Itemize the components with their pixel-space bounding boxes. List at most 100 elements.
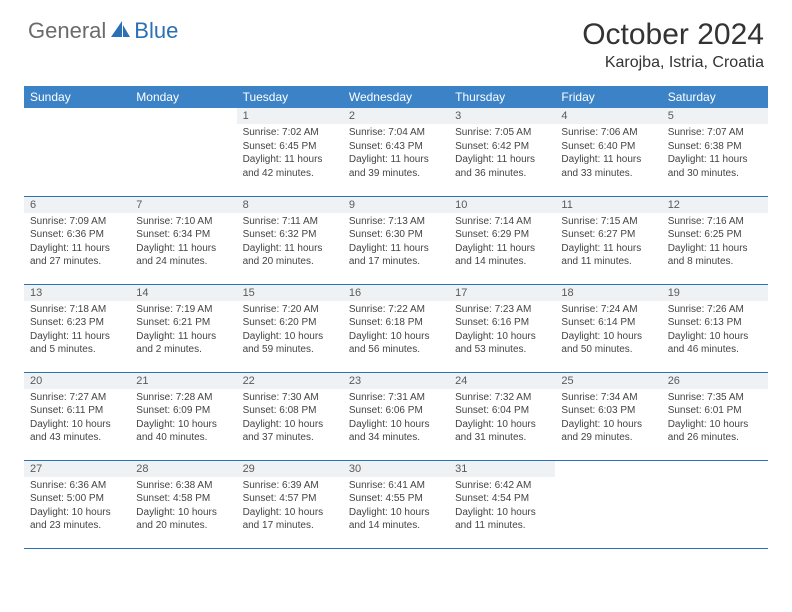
sunset-text: Sunset: 4:55 PM [349,492,443,506]
sunset-text: Sunset: 6:38 PM [668,140,762,154]
day-number: 5 [662,108,768,124]
day-number: 10 [449,197,555,213]
daylight-text: Daylight: 10 hours and 14 minutes. [349,506,443,533]
sunrise-text: Sunrise: 7:35 AM [668,391,762,405]
sunrise-text: Sunrise: 7:18 AM [30,303,124,317]
calendar-day-cell: 7Sunrise: 7:10 AMSunset: 6:34 PMDaylight… [130,196,236,284]
daylight-text: Daylight: 10 hours and 31 minutes. [455,418,549,445]
sunset-text: Sunset: 6:11 PM [30,404,124,418]
daylight-text: Daylight: 11 hours and 24 minutes. [136,242,230,269]
daylight-text: Daylight: 10 hours and 23 minutes. [30,506,124,533]
calendar-day-cell: 28Sunrise: 6:38 AMSunset: 4:58 PMDayligh… [130,460,236,548]
calendar-day-cell: 26Sunrise: 7:35 AMSunset: 6:01 PMDayligh… [662,372,768,460]
sunrise-text: Sunrise: 7:26 AM [668,303,762,317]
day-number: 30 [343,461,449,477]
sunrise-text: Sunrise: 7:11 AM [243,215,337,229]
sunset-text: Sunset: 6:29 PM [455,228,549,242]
calendar-week-row: 20Sunrise: 7:27 AMSunset: 6:11 PMDayligh… [24,372,768,460]
daylight-text: Daylight: 10 hours and 29 minutes. [561,418,655,445]
daylight-text: Daylight: 10 hours and 59 minutes. [243,330,337,357]
sunrise-text: Sunrise: 7:04 AM [349,126,443,140]
day-details: Sunrise: 7:11 AMSunset: 6:32 PMDaylight:… [237,213,343,273]
sunrise-text: Sunrise: 6:42 AM [455,479,549,493]
sunset-text: Sunset: 5:00 PM [30,492,124,506]
daylight-text: Daylight: 11 hours and 2 minutes. [136,330,230,357]
day-number: 11 [555,197,661,213]
day-details: Sunrise: 7:06 AMSunset: 6:40 PMDaylight:… [555,124,661,184]
calendar-day-cell: 4Sunrise: 7:06 AMSunset: 6:40 PMDaylight… [555,108,661,196]
daylight-text: Daylight: 10 hours and 53 minutes. [455,330,549,357]
day-number: 21 [130,373,236,389]
day-details: Sunrise: 7:31 AMSunset: 6:06 PMDaylight:… [343,389,449,449]
calendar-week-row: 6Sunrise: 7:09 AMSunset: 6:36 PMDaylight… [24,196,768,284]
calendar-week-row: 27Sunrise: 6:36 AMSunset: 5:00 PMDayligh… [24,460,768,548]
calendar-day-cell: 8Sunrise: 7:11 AMSunset: 6:32 PMDaylight… [237,196,343,284]
logo-text-left: General [28,18,106,44]
daylight-text: Daylight: 11 hours and 30 minutes. [668,153,762,180]
day-details: Sunrise: 7:23 AMSunset: 6:16 PMDaylight:… [449,301,555,361]
day-details: Sunrise: 7:22 AMSunset: 6:18 PMDaylight:… [343,301,449,361]
daylight-text: Daylight: 10 hours and 26 minutes. [668,418,762,445]
sunset-text: Sunset: 6:18 PM [349,316,443,330]
day-details: Sunrise: 7:24 AMSunset: 6:14 PMDaylight:… [555,301,661,361]
sunrise-text: Sunrise: 7:31 AM [349,391,443,405]
logo-text-right: Blue [134,18,178,44]
daylight-text: Daylight: 10 hours and 11 minutes. [455,506,549,533]
calendar-day-cell: 12Sunrise: 7:16 AMSunset: 6:25 PMDayligh… [662,196,768,284]
calendar-week-row: 1Sunrise: 7:02 AMSunset: 6:45 PMDaylight… [24,108,768,196]
sunrise-text: Sunrise: 7:20 AM [243,303,337,317]
calendar-day-cell: 10Sunrise: 7:14 AMSunset: 6:29 PMDayligh… [449,196,555,284]
daylight-text: Daylight: 10 hours and 40 minutes. [136,418,230,445]
day-number: 22 [237,373,343,389]
calendar-day-cell: 17Sunrise: 7:23 AMSunset: 6:16 PMDayligh… [449,284,555,372]
calendar-day-cell: 2Sunrise: 7:04 AMSunset: 6:43 PMDaylight… [343,108,449,196]
calendar-day-cell: 16Sunrise: 7:22 AMSunset: 6:18 PMDayligh… [343,284,449,372]
day-details: Sunrise: 6:42 AMSunset: 4:54 PMDaylight:… [449,477,555,537]
day-header: Saturday [662,86,768,108]
sunrise-text: Sunrise: 7:14 AM [455,215,549,229]
day-details: Sunrise: 7:27 AMSunset: 6:11 PMDaylight:… [24,389,130,449]
sunrise-text: Sunrise: 6:36 AM [30,479,124,493]
day-details: Sunrise: 7:15 AMSunset: 6:27 PMDaylight:… [555,213,661,273]
calendar-day-cell: 23Sunrise: 7:31 AMSunset: 6:06 PMDayligh… [343,372,449,460]
day-number: 6 [24,197,130,213]
sunrise-text: Sunrise: 7:19 AM [136,303,230,317]
daylight-text: Daylight: 10 hours and 20 minutes. [136,506,230,533]
calendar-day-cell: 29Sunrise: 6:39 AMSunset: 4:57 PMDayligh… [237,460,343,548]
day-header: Thursday [449,86,555,108]
day-details: Sunrise: 7:35 AMSunset: 6:01 PMDaylight:… [662,389,768,449]
day-number: 3 [449,108,555,124]
sunrise-text: Sunrise: 7:13 AM [349,215,443,229]
day-header: Sunday [24,86,130,108]
sunrise-text: Sunrise: 7:22 AM [349,303,443,317]
day-details: Sunrise: 7:32 AMSunset: 6:04 PMDaylight:… [449,389,555,449]
calendar-day-cell [662,460,768,548]
sunset-text: Sunset: 6:32 PM [243,228,337,242]
daylight-text: Daylight: 10 hours and 56 minutes. [349,330,443,357]
day-header: Friday [555,86,661,108]
day-details: Sunrise: 7:05 AMSunset: 6:42 PMDaylight:… [449,124,555,184]
day-details: Sunrise: 7:16 AMSunset: 6:25 PMDaylight:… [662,213,768,273]
sunset-text: Sunset: 6:03 PM [561,404,655,418]
daylight-text: Daylight: 11 hours and 33 minutes. [561,153,655,180]
daylight-text: Daylight: 10 hours and 43 minutes. [30,418,124,445]
sunset-text: Sunset: 6:01 PM [668,404,762,418]
daylight-text: Daylight: 11 hours and 11 minutes. [561,242,655,269]
day-header: Wednesday [343,86,449,108]
daylight-text: Daylight: 10 hours and 17 minutes. [243,506,337,533]
sunset-text: Sunset: 6:40 PM [561,140,655,154]
daylight-text: Daylight: 10 hours and 34 minutes. [349,418,443,445]
calendar-day-cell: 22Sunrise: 7:30 AMSunset: 6:08 PMDayligh… [237,372,343,460]
calendar-table: Sunday Monday Tuesday Wednesday Thursday… [24,86,768,549]
day-header: Monday [130,86,236,108]
sunrise-text: Sunrise: 7:07 AM [668,126,762,140]
daylight-text: Daylight: 11 hours and 36 minutes. [455,153,549,180]
day-number: 18 [555,285,661,301]
sunrise-text: Sunrise: 7:34 AM [561,391,655,405]
day-number: 15 [237,285,343,301]
day-details: Sunrise: 6:36 AMSunset: 5:00 PMDaylight:… [24,477,130,537]
day-number: 17 [449,285,555,301]
day-header: Tuesday [237,86,343,108]
day-details: Sunrise: 7:30 AMSunset: 6:08 PMDaylight:… [237,389,343,449]
sunset-text: Sunset: 6:06 PM [349,404,443,418]
